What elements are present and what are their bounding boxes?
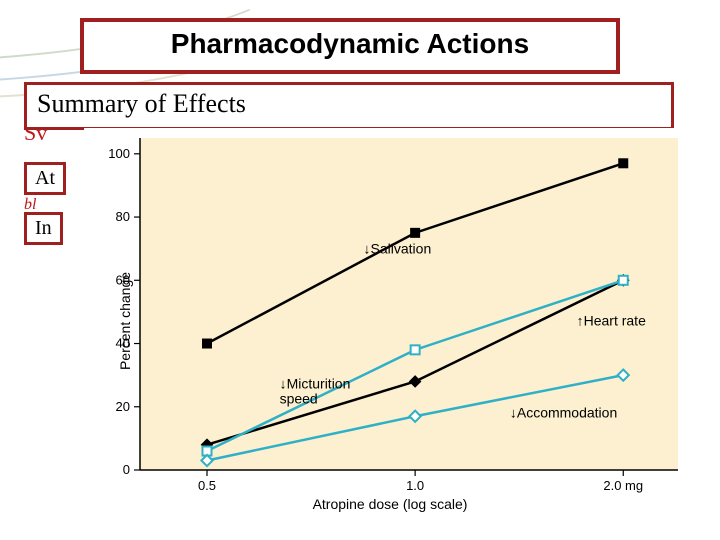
svg-text:2.0 mg: 2.0 mg [603,478,643,493]
x-axis-label: Atropine dose (log scale) [84,496,696,512]
slide-title-box: Pharmacodynamic Actions [80,18,620,74]
y-axis-label: Percent change [117,272,133,370]
slide-root: Pharmacodynamic Actions Summary of Effec… [0,0,720,540]
hidden-fragment-label: At [35,167,55,189]
svg-text:0: 0 [123,462,130,477]
svg-text:1.0: 1.0 [406,478,424,493]
slide-title: Pharmacodynamic Actions [171,28,529,59]
chart-annotation: Accommodation [510,406,617,421]
hidden-fragment-in: In [24,212,63,245]
summary-box: Summary of Effects [24,82,674,130]
chart-annotation: Heart rate [577,314,646,329]
hidden-fragment-label: In [35,217,52,239]
svg-text:20: 20 [116,399,130,414]
chart-container: 0204060801000.51.02.0 mg Percent change … [84,128,696,514]
svg-text:100: 100 [108,146,130,161]
svg-text:80: 80 [116,209,130,224]
chart-annotation: Salivation [364,241,432,256]
chart-annotation: Micturitionspeed [280,376,351,405]
svg-text:0.5: 0.5 [198,478,216,493]
summary-text: Summary of Effects [37,89,246,118]
hidden-fragment-atropine: At [24,162,66,195]
